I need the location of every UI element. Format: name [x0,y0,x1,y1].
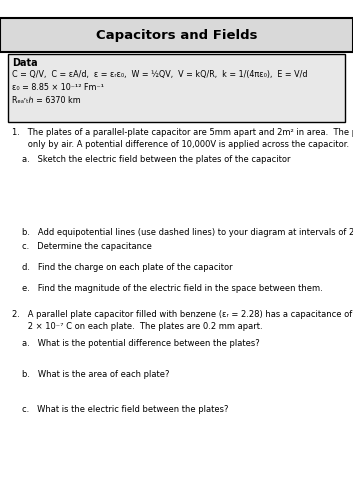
Text: a.   Sketch the electric field between the plates of the capacitor: a. Sketch the electric field between the… [22,155,291,164]
Text: c.   Determine the capacitance: c. Determine the capacitance [22,242,152,251]
Text: only by air. A potential difference of 10,000V is applied across the capacitor.: only by air. A potential difference of 1… [12,140,349,149]
Text: d.   Find the charge on each plate of the capacitor: d. Find the charge on each plate of the … [22,263,233,272]
Text: Capacitors and Fields: Capacitors and Fields [96,28,257,42]
Bar [8,54,345,122]
Bar [0,18,353,52]
Text: Data: Data [12,58,38,68]
Text: C = Q/V,  C = εA/d,  ε = εᵣε₀,  W = ½QV,  V = kQ/R,  k = 1/(4πε₀),  E = V/d: C = Q/V, C = εA/d, ε = εᵣε₀, W = ½QV, V … [12,70,307,79]
Text: a.   What is the potential difference between the plates?: a. What is the potential difference betw… [22,339,260,348]
Text: Rₑₐʳₜℎ = 6370 km: Rₑₐʳₜℎ = 6370 km [12,96,81,105]
Text: c.   What is the electric field between the plates?: c. What is the electric field between th… [22,405,228,414]
Text: b.   What is the area of each plate?: b. What is the area of each plate? [22,370,169,379]
Text: 1.   The plates of a parallel-plate capacitor are 5mm apart and 2m² in area.  Th: 1. The plates of a parallel-plate capaci… [12,128,353,137]
Text: e.   Find the magnitude of the electric field in the space between them.: e. Find the magnitude of the electric fi… [22,284,323,293]
Text: b.   Add equipotential lines (use dashed lines) to your diagram at intervals of : b. Add equipotential lines (use dashed l… [22,228,353,237]
Text: 2.   A parallel plate capacitor filled with benzene (εᵣ = 2.28) has a capacitanc: 2. A parallel plate capacitor filled wit… [12,310,353,319]
Text: ε₀ = 8.85 × 10⁻¹² Fm⁻¹: ε₀ = 8.85 × 10⁻¹² Fm⁻¹ [12,83,104,92]
Text: 2 × 10⁻⁷ C on each plate.  The plates are 0.2 mm apart.: 2 × 10⁻⁷ C on each plate. The plates are… [12,322,263,331]
